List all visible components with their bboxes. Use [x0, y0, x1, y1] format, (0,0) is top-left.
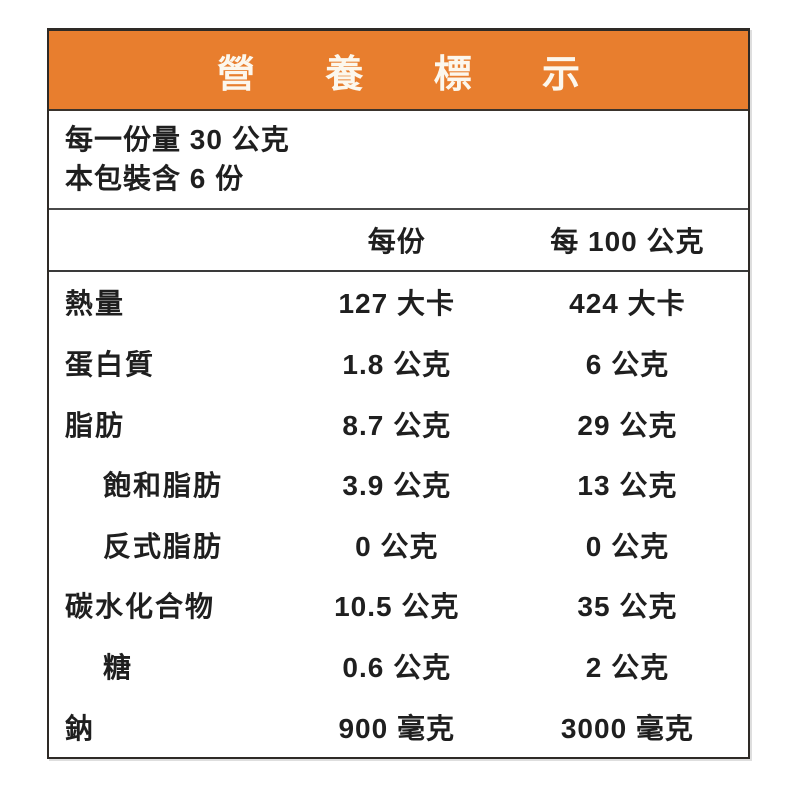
per-serving-value: 10.5 公克 — [334, 591, 460, 623]
nutrient-name: 蛋白質 — [65, 348, 156, 380]
per-100g-value: 3000 毫克 — [560, 712, 694, 744]
nutrient-name: 碳水化合物 — [65, 591, 216, 623]
table-row-sugar: 糖 0.6 公克 2 公克 — [49, 636, 748, 697]
title-band: 營養標示 — [49, 31, 748, 111]
per-serving-value: 127 大卡 — [338, 288, 455, 320]
table-row-protein: 蛋白質 1.8 公克 6 公克 — [49, 333, 748, 394]
per-serving-value: 3.9 公克 — [342, 470, 452, 502]
table-row-fat: 脂肪 8.7 公克 29 公克 — [49, 393, 748, 454]
per-serving-value: 1.8 公克 — [342, 348, 452, 380]
serving-info-section: 每一份量 30 公克 本包裝含 6 份 — [49, 111, 748, 210]
column-header-per-serving: 每份 — [367, 226, 426, 257]
table-row-sodium: 鈉 900 毫克 3000 毫克 — [49, 696, 748, 757]
per-serving-value: 900 毫克 — [338, 712, 455, 744]
nutrient-name: 飽和脂肪 — [103, 470, 224, 502]
nutrient-rows: 熱量 127 大卡 424 大卡 蛋白質 1.8 公克 6 公克 脂肪 8.7 … — [49, 272, 748, 757]
per-serving-value: 0 公克 — [355, 530, 439, 562]
per-100g-value: 2 公克 — [585, 652, 670, 684]
per-serving-value: 8.7 公克 — [342, 409, 452, 441]
nutrition-facts-table: 營養標示 每一份量 30 公克 本包裝含 6 份 每份 每 100 公克 熱量 … — [47, 28, 750, 759]
per-100g-value: 35 公克 — [577, 591, 678, 623]
nutrient-name: 糖 — [103, 652, 134, 684]
column-header-per-100g: 每 100 公克 — [550, 226, 705, 257]
label-title: 營養標示 — [217, 53, 651, 96]
per-serving-value: 0.6 公克 — [342, 652, 452, 684]
per-100g-value: 29 公克 — [577, 409, 678, 441]
column-header-row: 每份 每 100 公克 — [49, 210, 748, 272]
table-row-calories: 熱量 127 大卡 424 大卡 — [49, 272, 748, 333]
per-100g-value: 0 公克 — [585, 530, 670, 562]
per-100g-value: 13 公克 — [577, 470, 678, 502]
nutrient-name: 反式脂肪 — [103, 530, 224, 562]
nutrient-name: 熱量 — [65, 288, 126, 320]
nutrient-name: 脂肪 — [65, 409, 126, 441]
table-row-carbohydrate: 碳水化合物 10.5 公克 35 公克 — [49, 575, 748, 636]
per-100g-value: 424 大卡 — [569, 288, 686, 320]
per-100g-value: 6 公克 — [585, 348, 670, 380]
table-row-saturated-fat: 飽和脂肪 3.9 公克 13 公克 — [49, 454, 748, 515]
servings-per-package-text: 本包裝含 6 份 — [65, 163, 245, 194]
serving-size-text: 每一份量 30 公克 — [65, 124, 290, 155]
nutrient-name: 鈉 — [65, 712, 96, 744]
table-row-trans-fat: 反式脂肪 0 公克 0 公克 — [49, 515, 748, 576]
